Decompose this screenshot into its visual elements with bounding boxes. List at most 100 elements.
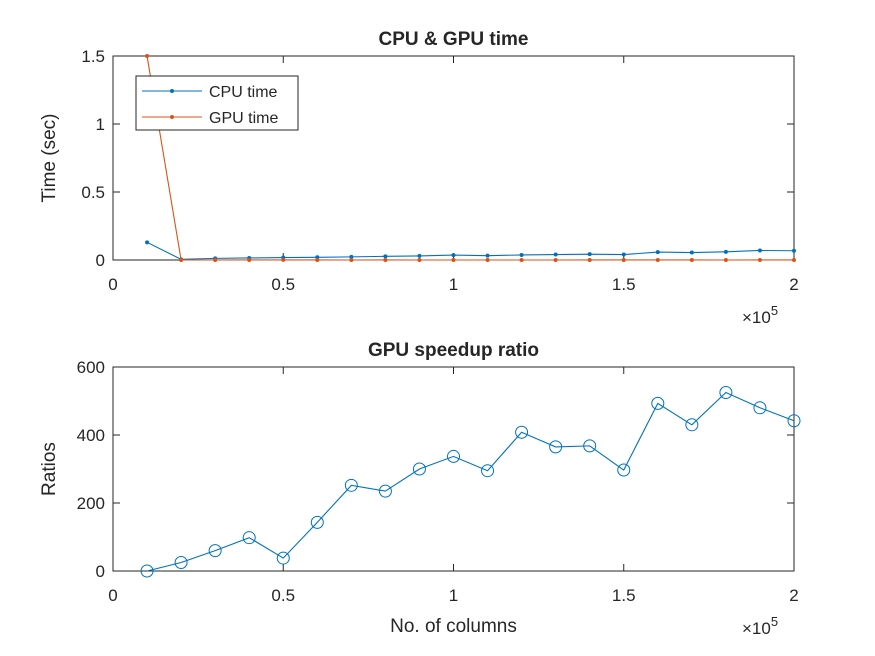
bottom-axes-box	[112, 366, 795, 572]
speedup-ratio-data-point	[583, 439, 597, 453]
gpu-time-data-point	[553, 257, 558, 262]
speedup-ratio-data-point	[310, 515, 324, 529]
top-x-tick-label: 2	[789, 275, 798, 294]
cpu-time-series-line	[146, 241, 795, 260]
top-axis-ticks: 0 0.5 1 1.5 2 0 0.5 1 1.5	[81, 47, 798, 294]
top-series-layer	[145, 54, 796, 262]
bottom-x-tick-label: 0	[108, 586, 117, 605]
legend-label-gpu: GPU time	[209, 110, 278, 127]
cpu-time-data-point	[757, 248, 762, 253]
gpu-time-data-point	[757, 257, 762, 262]
bottom-x-tick-label: 1.5	[612, 586, 636, 605]
speedup-ratio-data-point	[481, 464, 495, 478]
bottom-x-tick-label: 2	[789, 586, 798, 605]
cpu-time-data-point	[145, 240, 150, 245]
gpu-time-data-point	[451, 257, 456, 262]
gpu-time-data-point	[145, 54, 150, 58]
cpu-time-data-point	[417, 253, 422, 258]
cpu-time-data-point	[723, 249, 728, 254]
speedup-ratio-data-point	[787, 414, 801, 428]
cpu-time-data-point	[383, 254, 388, 259]
bottom-y-axis-label: Ratios	[39, 442, 60, 496]
speedup-ratio-data-point	[208, 544, 222, 558]
gpu-time-data-point	[655, 257, 660, 262]
speedup-ratio-data-point	[276, 551, 290, 565]
cpu-time-data-point	[792, 248, 796, 253]
gpu-time-data-point	[349, 257, 354, 262]
gpu-time-data-point	[247, 257, 252, 262]
bottom-x-exponent-base: ×10	[742, 619, 771, 638]
bottom-y-tick-label: 0	[96, 562, 105, 581]
gpu-time-data-point	[417, 257, 422, 262]
speedup-ratio-data-point	[651, 396, 665, 410]
gpu-time-data-point	[281, 257, 286, 262]
speedup-ratio-data-point	[242, 531, 256, 545]
speedup-ratio-data-point	[344, 478, 358, 492]
bottom-x-exponent: ×105	[742, 614, 778, 638]
top-x-exponent-base: ×10	[742, 308, 771, 327]
gpu-time-data-point	[689, 257, 694, 262]
cpu-time-data-point	[689, 250, 694, 255]
cpu-time-data-point	[519, 252, 524, 257]
speedup-ratio-data-point	[447, 449, 460, 463]
top-x-tick-label: 1.5	[612, 275, 636, 294]
cpu-gpu-time-chart: CPU & GPU time Time (sec) 0 0.5 1 1.5 2 0 0.5 1…	[39, 29, 799, 327]
bottom-x-exponent-power: 5	[771, 614, 778, 629]
bottom-y-tick-label: 200	[77, 494, 105, 513]
gpu-speedup-chart: GPU speedup ratio Ratios No. of columns …	[39, 340, 801, 638]
cpu-time-data-point	[451, 253, 456, 258]
bottom-axis-ticks: 0 0.5 1 1.5 2 0 200 400 600	[77, 358, 799, 605]
speedup-ratio-data-point	[617, 463, 631, 477]
cpu-time-data-point	[621, 252, 626, 257]
top-x-tick-label: 0.5	[271, 275, 295, 294]
speedup-ratio-data-point	[412, 462, 426, 476]
speedup-ratio-data-point	[378, 484, 392, 498]
top-y-tick-label: 1	[96, 115, 105, 134]
speedup-ratio-data-point	[719, 386, 733, 399]
bottom-y-tick-label: 600	[77, 358, 105, 377]
legend-marker-gpu	[170, 115, 174, 119]
legend-label-cpu: CPU time	[209, 84, 278, 101]
gpu-time-data-point	[485, 257, 490, 262]
cpu-time-data-point	[349, 254, 354, 259]
legend-box	[135, 75, 299, 131]
legend: CPU time GPU time	[135, 75, 299, 131]
cpu-time-data-point	[485, 253, 490, 258]
gpu-time-data-point	[519, 257, 524, 262]
legend-marker-cpu	[170, 89, 174, 93]
top-y-tick-label: 1.5	[81, 47, 105, 66]
top-chart-title: CPU & GPU time	[379, 29, 529, 50]
gpu-time-data-point	[723, 257, 728, 262]
gpu-time-data-point	[587, 257, 592, 262]
gpu-time-data-point	[383, 257, 388, 262]
speedup-ratio-data-point	[515, 425, 529, 439]
bottom-x-axis-label: No. of columns	[390, 616, 517, 637]
top-x-tick-label: 1	[449, 275, 458, 294]
speedup-ratio-data-point	[685, 418, 699, 432]
top-x-exponent-power: 5	[771, 303, 778, 318]
cpu-time-data-point	[553, 252, 558, 257]
speedup-ratio-data-point	[753, 401, 767, 415]
cpu-time-data-point	[587, 252, 592, 257]
gpu-time-data-point	[213, 257, 218, 262]
gpu-time-series-line	[146, 55, 794, 261]
gpu-time-data-point	[179, 257, 184, 262]
cpu-time-data-point	[655, 250, 660, 255]
speedup-ratio-data-point	[174, 556, 188, 569]
bottom-series-layer	[140, 386, 801, 578]
top-y-tick-label: 0	[96, 251, 105, 270]
top-y-tick-label: 0.5	[81, 183, 105, 202]
speedup-ratio-data-point	[549, 440, 563, 454]
speedup-ratio-series-line	[146, 391, 795, 572]
bottom-chart-title: GPU speedup ratio	[368, 340, 539, 361]
gpu-time-data-point	[792, 257, 796, 262]
bottom-x-tick-label: 1	[449, 586, 458, 605]
gpu-time-data-point	[315, 257, 320, 262]
top-x-tick-label: 0	[108, 275, 117, 294]
speedup-ratio-data-point	[140, 564, 154, 578]
top-x-exponent: ×105	[742, 303, 778, 327]
bottom-x-tick-label: 0.5	[271, 586, 295, 605]
gpu-time-data-point	[621, 257, 626, 262]
bottom-y-tick-label: 400	[77, 426, 105, 445]
